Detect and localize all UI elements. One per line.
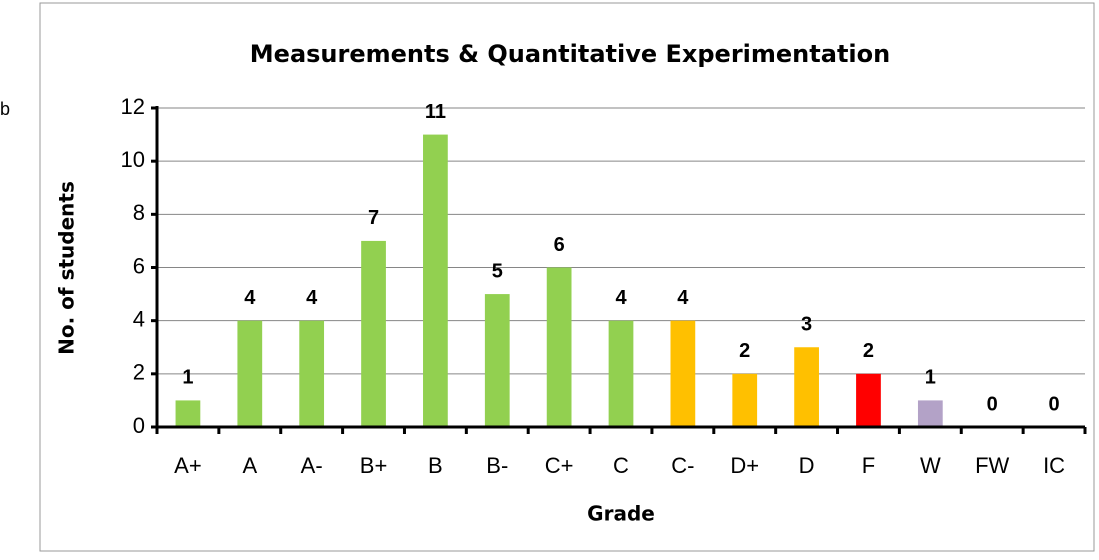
x-tick-label: B bbox=[428, 453, 443, 478]
value-label: 4 bbox=[677, 287, 689, 309]
value-label: 4 bbox=[244, 287, 256, 309]
y-tick-label: 12 bbox=[121, 94, 145, 119]
value-label: 0 bbox=[1049, 393, 1060, 415]
x-tick-label: A+ bbox=[174, 453, 202, 478]
bar bbox=[794, 347, 819, 427]
bar bbox=[917, 400, 943, 427]
value-label: 2 bbox=[739, 340, 750, 362]
chart-title: Measurements & Quantitative Experimentat… bbox=[250, 40, 890, 68]
x-tick-label: C- bbox=[671, 453, 694, 478]
x-tick-label: IC bbox=[1043, 453, 1065, 478]
y-tick-label: 8 bbox=[133, 200, 145, 225]
value-label: 1 bbox=[182, 367, 193, 389]
bar bbox=[484, 294, 510, 427]
y-tick-label: 2 bbox=[133, 360, 145, 385]
bar bbox=[237, 320, 263, 427]
bar bbox=[299, 320, 325, 427]
y-axis-label: No. of students bbox=[55, 181, 79, 355]
y-tick-label: 0 bbox=[133, 413, 145, 438]
value-label: 7 bbox=[368, 207, 379, 229]
value-label: 11 bbox=[425, 101, 446, 123]
x-tick-label: A bbox=[242, 453, 257, 478]
bar bbox=[732, 373, 758, 427]
x-tick-label: D bbox=[799, 453, 815, 478]
x-tick-label: B+ bbox=[360, 453, 388, 478]
value-label: 2 bbox=[863, 340, 874, 362]
x-tick-label: C+ bbox=[545, 453, 574, 478]
bar bbox=[423, 134, 448, 428]
y-tick-label: 4 bbox=[133, 306, 145, 331]
bar bbox=[670, 320, 696, 427]
x-tick-label: FW bbox=[975, 453, 1009, 478]
value-label: 3 bbox=[801, 314, 812, 336]
x-tick-label: A- bbox=[301, 453, 323, 478]
x-tick-label: C bbox=[613, 453, 629, 478]
x-tick-label: F bbox=[862, 453, 875, 478]
value-label: 4 bbox=[615, 287, 627, 309]
value-label: 1 bbox=[925, 367, 936, 389]
value-label: 5 bbox=[492, 260, 503, 282]
y-tick-label: 10 bbox=[121, 147, 145, 172]
bar bbox=[175, 400, 201, 427]
value-label: 4 bbox=[306, 287, 318, 309]
x-axis-label: Grade bbox=[587, 502, 655, 526]
annotation: b bbox=[0, 99, 10, 119]
bar bbox=[361, 240, 386, 427]
bar bbox=[856, 373, 881, 427]
value-label: 0 bbox=[987, 393, 998, 415]
x-tick-label: B- bbox=[486, 453, 508, 478]
bar bbox=[608, 320, 634, 427]
bar bbox=[546, 267, 572, 427]
value-label: 6 bbox=[554, 234, 565, 256]
x-tick-label: D+ bbox=[730, 453, 759, 478]
y-tick-label: 6 bbox=[133, 253, 145, 278]
x-tick-label: W bbox=[920, 453, 941, 478]
